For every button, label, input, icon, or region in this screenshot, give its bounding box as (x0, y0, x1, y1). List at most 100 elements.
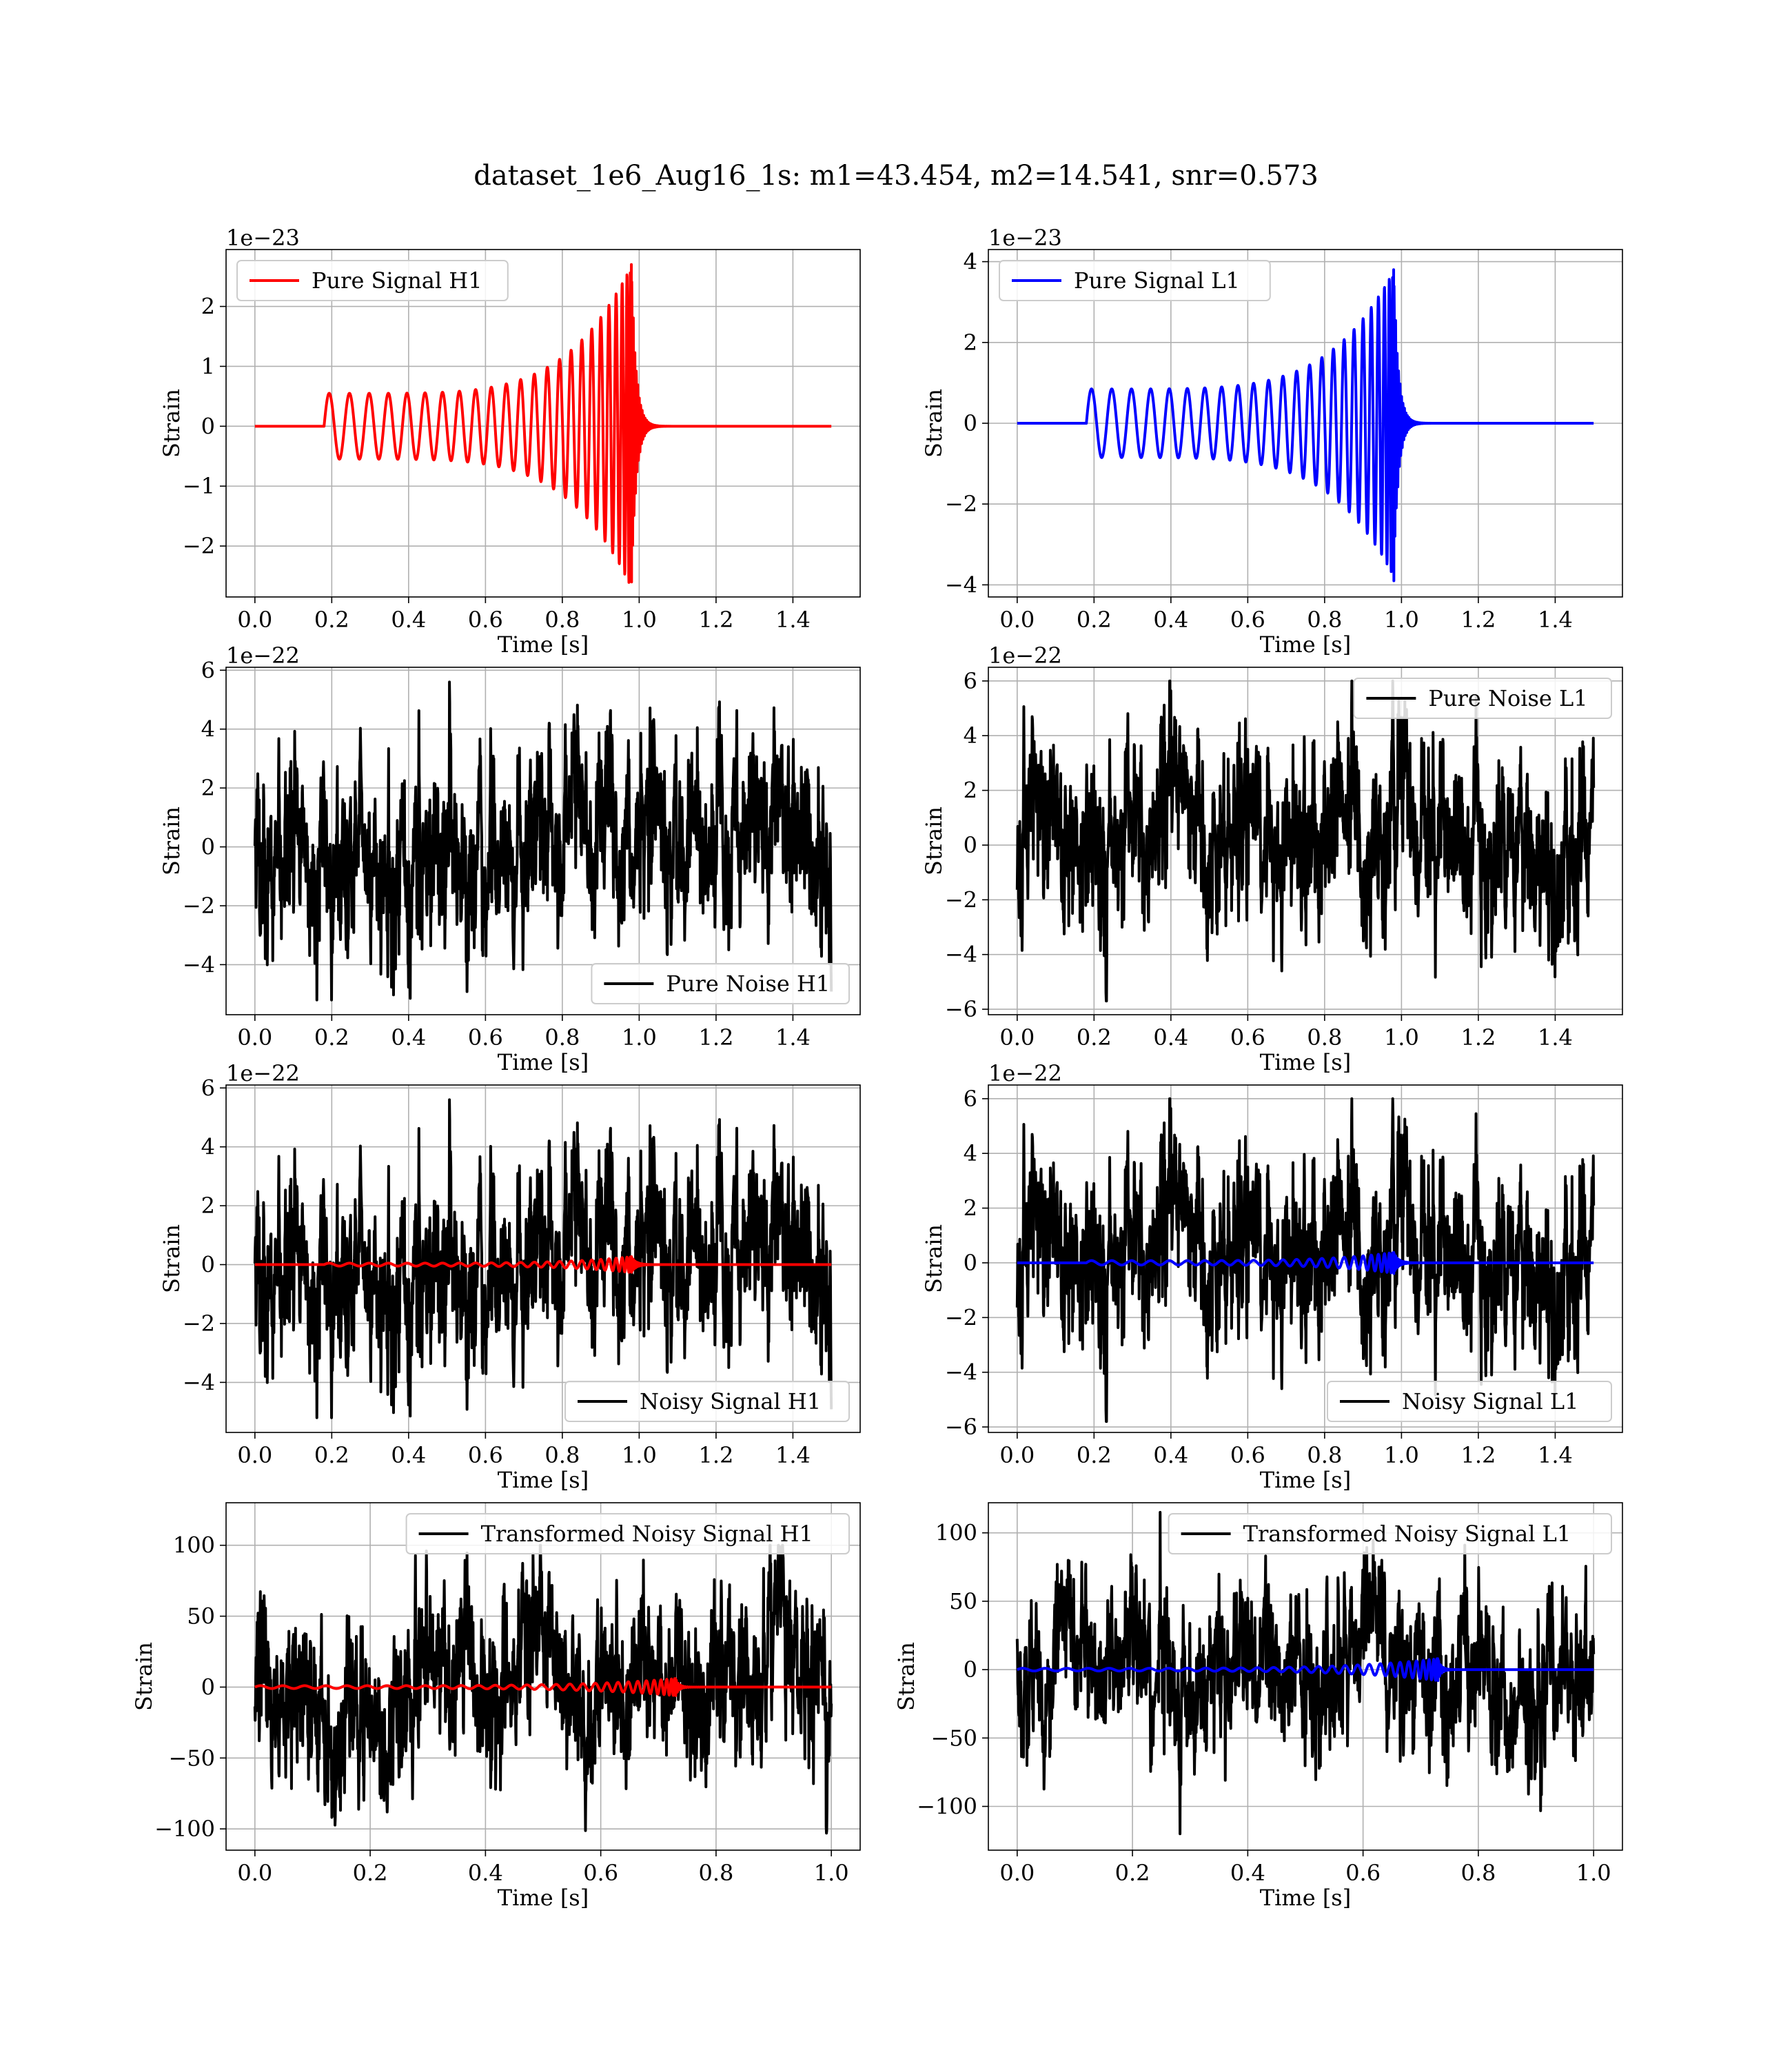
x-tick-label: 1.0 (1384, 1024, 1419, 1051)
plot-area (1015, 1510, 1596, 1836)
y-tick-label: 0 (201, 1252, 215, 1278)
y-axis-label: Strain (921, 389, 947, 458)
y-axis-label: Strain (921, 1224, 947, 1293)
legend: Pure Signal H1 (236, 260, 509, 301)
axes-frame (988, 249, 1623, 598)
legend-label: Pure Noise L1 (1428, 685, 1587, 711)
x-tick-label: 0.0 (999, 1442, 1035, 1468)
series-line-noise (1015, 1097, 1596, 1423)
y-tick-label: −6 (945, 1414, 977, 1440)
y-tick-label: −4 (945, 942, 977, 968)
x-tick-label: 0.6 (1230, 607, 1265, 633)
axes-frame (988, 667, 1623, 1015)
x-tick-label: 0.2 (353, 1860, 388, 1886)
legend-frame (999, 260, 1271, 301)
legend-frame (405, 1513, 850, 1554)
x-tick-label: 0.4 (391, 1024, 426, 1051)
legend-label: Pure Signal L1 (1074, 267, 1240, 294)
x-tick-label: 0.4 (1153, 1442, 1188, 1468)
x-tick-label: 1.4 (1538, 607, 1573, 633)
y-tick-label: 2 (201, 775, 215, 801)
panel-pure-noise-l1: 0.0 0.2 0.4 0.6 0.8 1.0 1.2 1.4 −6 −4 −2 0 2 4 6 Time [… (921, 642, 1623, 1075)
panel-transformed-noisy-signal-l1: 0.0 0.2 0.4 0.6 0.8 1.0 −100 −50 0 50 100 Time [s] S… (893, 1502, 1623, 1911)
y-tick-label: −100 (917, 1794, 977, 1820)
axes-frame (988, 1084, 1623, 1433)
series-line-noise (253, 680, 833, 1002)
x-axis-label: Time [s] (498, 1885, 589, 1911)
y-tick-label: −2 (183, 1310, 215, 1337)
panel-noisy-signal-l1: 0.0 0.2 0.4 0.6 0.8 1.0 1.2 1.4 −6 −4 −2 0 2 4 6 Time [… (921, 1060, 1623, 1493)
y-axis-label: Strain (131, 1642, 157, 1711)
series-line-noise (253, 1098, 833, 1419)
panel-pure-signal-l1: 0.0 0.2 0.4 0.6 0.8 1.0 1.2 1.4 −4 −2 0 2 4 Time [s] S… (921, 225, 1623, 658)
y-offset-text: 1e−23 (988, 225, 1062, 251)
y-tick-label: 0 (201, 834, 215, 860)
x-tick-label: 1.4 (1538, 1024, 1573, 1051)
y-tick-label: 2 (964, 330, 977, 356)
x-tick-label: 0.2 (314, 607, 349, 633)
x-tick-label: 1.4 (775, 1024, 811, 1051)
x-axis-label: Time [s] (1260, 1885, 1351, 1911)
figure-title: dataset_1e6_Aug16_1s: m1=43.454, m2=14.5… (474, 160, 1318, 192)
legend: Pure Noise H1 (591, 963, 851, 1004)
x-tick-label: 0.8 (544, 1442, 580, 1468)
y-tick-label: 4 (964, 722, 977, 749)
y-tick-label: 6 (201, 1075, 215, 1101)
y-tick-label: −1 (183, 473, 215, 499)
x-tick-label: 1.0 (622, 1442, 657, 1468)
x-tick-label: 1.4 (775, 1442, 811, 1468)
legend-label: Noisy Signal L1 (1402, 1388, 1579, 1415)
x-axis-label: Time [s] (1260, 1049, 1351, 1075)
legend-label: Noisy Signal H1 (640, 1388, 821, 1415)
y-tick-label: −4 (945, 571, 977, 598)
series-line-signal (254, 1677, 833, 1697)
x-tick-label: 1.4 (1538, 1442, 1573, 1468)
y-tick-label: 0 (201, 413, 215, 439)
x-tick-label: 1.2 (1460, 1442, 1496, 1468)
x-tick-label: 1.0 (622, 1024, 657, 1051)
x-tick-label: 0.8 (544, 1024, 580, 1051)
y-offset-text: 1e−23 (226, 225, 300, 251)
x-tick-label: 1.4 (775, 607, 811, 633)
x-tick-label: 0.0 (237, 1024, 272, 1051)
x-tick-label: 1.2 (1460, 607, 1496, 633)
x-axis-label: Time [s] (1260, 631, 1351, 658)
y-tick-label: −2 (945, 491, 977, 517)
x-tick-label: 1.2 (698, 1024, 733, 1051)
x-tick-label: 0.8 (698, 1860, 733, 1886)
y-tick-label: 4 (201, 1134, 215, 1160)
series-line-noise (1015, 1510, 1596, 1836)
y-tick-label: 2 (201, 294, 215, 320)
x-tick-label: 1.0 (1384, 1442, 1419, 1468)
y-offset-text: 1e−22 (226, 1060, 300, 1086)
series-line-noise (253, 1543, 833, 1835)
plot-area (253, 680, 833, 1002)
y-tick-label: −2 (945, 886, 977, 913)
x-tick-label: 0.6 (1230, 1442, 1265, 1468)
panel-pure-signal-h1: 0.0 0.2 0.4 0.6 0.8 1.0 1.2 1.4 −2 −1 0 1 2 Time [s] S… (159, 225, 861, 658)
y-tick-label: 0 (201, 1674, 215, 1700)
x-tick-label: 0.2 (1077, 607, 1112, 633)
axes-frame (988, 1502, 1623, 1851)
x-tick-label: 0.8 (1307, 607, 1342, 633)
panel-noisy-signal-h1: 0.0 0.2 0.4 0.6 0.8 1.0 1.2 1.4 −4 −2 0 2 4 6 Time [s]… (159, 1060, 861, 1493)
y-tick-label: 6 (964, 668, 977, 694)
x-tick-label: 1.0 (814, 1860, 849, 1886)
x-tick-label: 0.0 (237, 1860, 272, 1886)
y-tick-label: 0 (964, 832, 977, 858)
y-tick-label: 2 (964, 778, 977, 804)
y-tick-label: 100 (935, 1520, 977, 1546)
x-tick-label: 1.0 (1576, 1860, 1611, 1886)
axes-frame (225, 667, 861, 1015)
y-tick-label: −2 (945, 1304, 977, 1330)
x-tick-label: 1.2 (698, 1442, 733, 1468)
x-tick-label: 0.2 (1077, 1442, 1112, 1468)
axes-frame (225, 249, 861, 598)
y-tick-label: 2 (964, 1195, 977, 1221)
panel-pure-noise-h1: 0.0 0.2 0.4 0.6 0.8 1.0 1.2 1.4 −4 −2 0 2 4 6 Time [s]… (159, 642, 861, 1075)
y-tick-label: −2 (183, 533, 215, 559)
x-tick-label: 0.8 (1307, 1442, 1342, 1468)
y-axis-label: Strain (159, 1224, 185, 1293)
panel-transformed-noisy-signal-h1: 0.0 0.2 0.4 0.6 0.8 1.0 −100 −50 0 50 100 Time [s] S… (131, 1502, 861, 1911)
